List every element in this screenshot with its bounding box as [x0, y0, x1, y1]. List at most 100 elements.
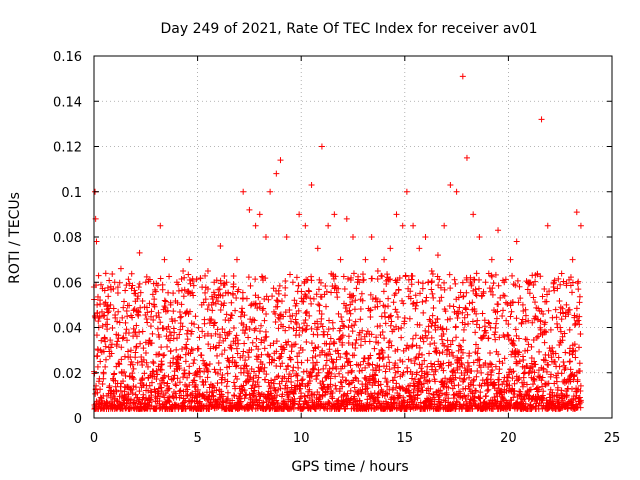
data-point	[393, 380, 400, 387]
data-point	[109, 325, 116, 332]
data-point	[258, 351, 265, 358]
data-point	[495, 370, 502, 377]
data-point	[164, 307, 171, 314]
data-point	[576, 293, 583, 300]
data-point	[165, 397, 172, 404]
data-point	[126, 280, 133, 287]
data-point	[154, 325, 161, 332]
data-point	[516, 283, 523, 290]
data-point	[262, 328, 269, 335]
data-point	[203, 389, 210, 396]
data-point	[247, 302, 254, 309]
data-point	[277, 385, 284, 392]
data-point	[450, 303, 457, 310]
data-point	[148, 389, 155, 396]
data-point	[314, 331, 321, 338]
data-point	[298, 288, 305, 295]
data-point	[349, 328, 356, 335]
data-point	[227, 342, 234, 349]
data-point	[495, 301, 502, 308]
data-point	[197, 275, 204, 282]
data-point	[212, 345, 219, 352]
data-point	[130, 383, 137, 390]
data-point	[262, 376, 269, 383]
data-point	[265, 396, 272, 403]
data-point	[120, 378, 127, 385]
data-point	[487, 350, 494, 357]
data-point	[249, 339, 256, 346]
data-point	[298, 359, 305, 366]
data-point	[146, 382, 153, 389]
data-point	[134, 293, 141, 300]
axis-ticks: 0 5 10 15 20 25 0 0.02 0.04 0.06 0.08 0.1 0.12 0.14 0.…	[53, 50, 620, 446]
data-point	[401, 314, 408, 321]
data-point	[96, 313, 103, 320]
data-point	[493, 315, 500, 322]
data-point	[228, 312, 235, 319]
data-point	[101, 312, 108, 319]
data-point	[179, 323, 186, 330]
data-point	[347, 387, 354, 394]
data-point	[106, 277, 113, 284]
data-point	[107, 301, 114, 308]
data-point	[577, 331, 584, 338]
data-point	[221, 347, 228, 354]
data-point	[171, 329, 178, 336]
data-point	[387, 313, 394, 320]
data-point	[368, 234, 375, 240]
data-point	[324, 331, 331, 338]
data-point	[214, 352, 221, 359]
data-point	[272, 310, 279, 317]
data-point	[170, 335, 177, 342]
data-point	[214, 298, 221, 305]
data-point	[466, 350, 473, 357]
data-point	[216, 331, 223, 338]
data-point	[422, 234, 429, 240]
data-point	[277, 363, 284, 370]
data-point	[280, 313, 287, 320]
data-point	[229, 397, 236, 404]
data-point	[94, 309, 101, 316]
data-point	[121, 298, 128, 305]
data-point	[263, 371, 270, 378]
data-point	[108, 350, 115, 357]
data-point	[150, 317, 157, 324]
data-point	[364, 328, 371, 335]
data-point	[219, 372, 226, 379]
data-point	[194, 386, 201, 393]
data-point	[115, 332, 122, 339]
y-tick-label: 0	[74, 412, 82, 427]
y-tick-label: 0.12	[53, 141, 82, 156]
data-point	[288, 379, 295, 386]
x-tick-label: 10	[293, 431, 310, 446]
data-point	[129, 314, 136, 321]
data-point	[241, 387, 248, 394]
data-point	[551, 358, 558, 365]
data-point	[204, 374, 211, 381]
data-point	[239, 289, 246, 296]
data-point	[124, 348, 131, 355]
data-point	[139, 298, 146, 305]
data-point	[308, 325, 315, 332]
data-point	[575, 317, 582, 324]
data-point	[255, 374, 262, 381]
data-point	[367, 313, 374, 320]
data-point	[265, 296, 272, 303]
data-point	[509, 272, 516, 279]
data-point	[170, 290, 177, 297]
data-point	[216, 286, 223, 293]
x-tick-label: 5	[193, 431, 201, 446]
data-point	[115, 308, 122, 315]
data-point	[320, 365, 327, 372]
data-point	[475, 285, 482, 292]
data-point	[147, 396, 154, 403]
data-point	[224, 389, 231, 396]
data-point	[95, 272, 102, 279]
data-point	[569, 351, 576, 358]
data-point	[486, 320, 493, 327]
data-point	[162, 298, 169, 305]
data-point	[116, 361, 123, 368]
data-point	[119, 335, 126, 342]
data-point	[117, 387, 124, 394]
data-point	[114, 318, 121, 325]
